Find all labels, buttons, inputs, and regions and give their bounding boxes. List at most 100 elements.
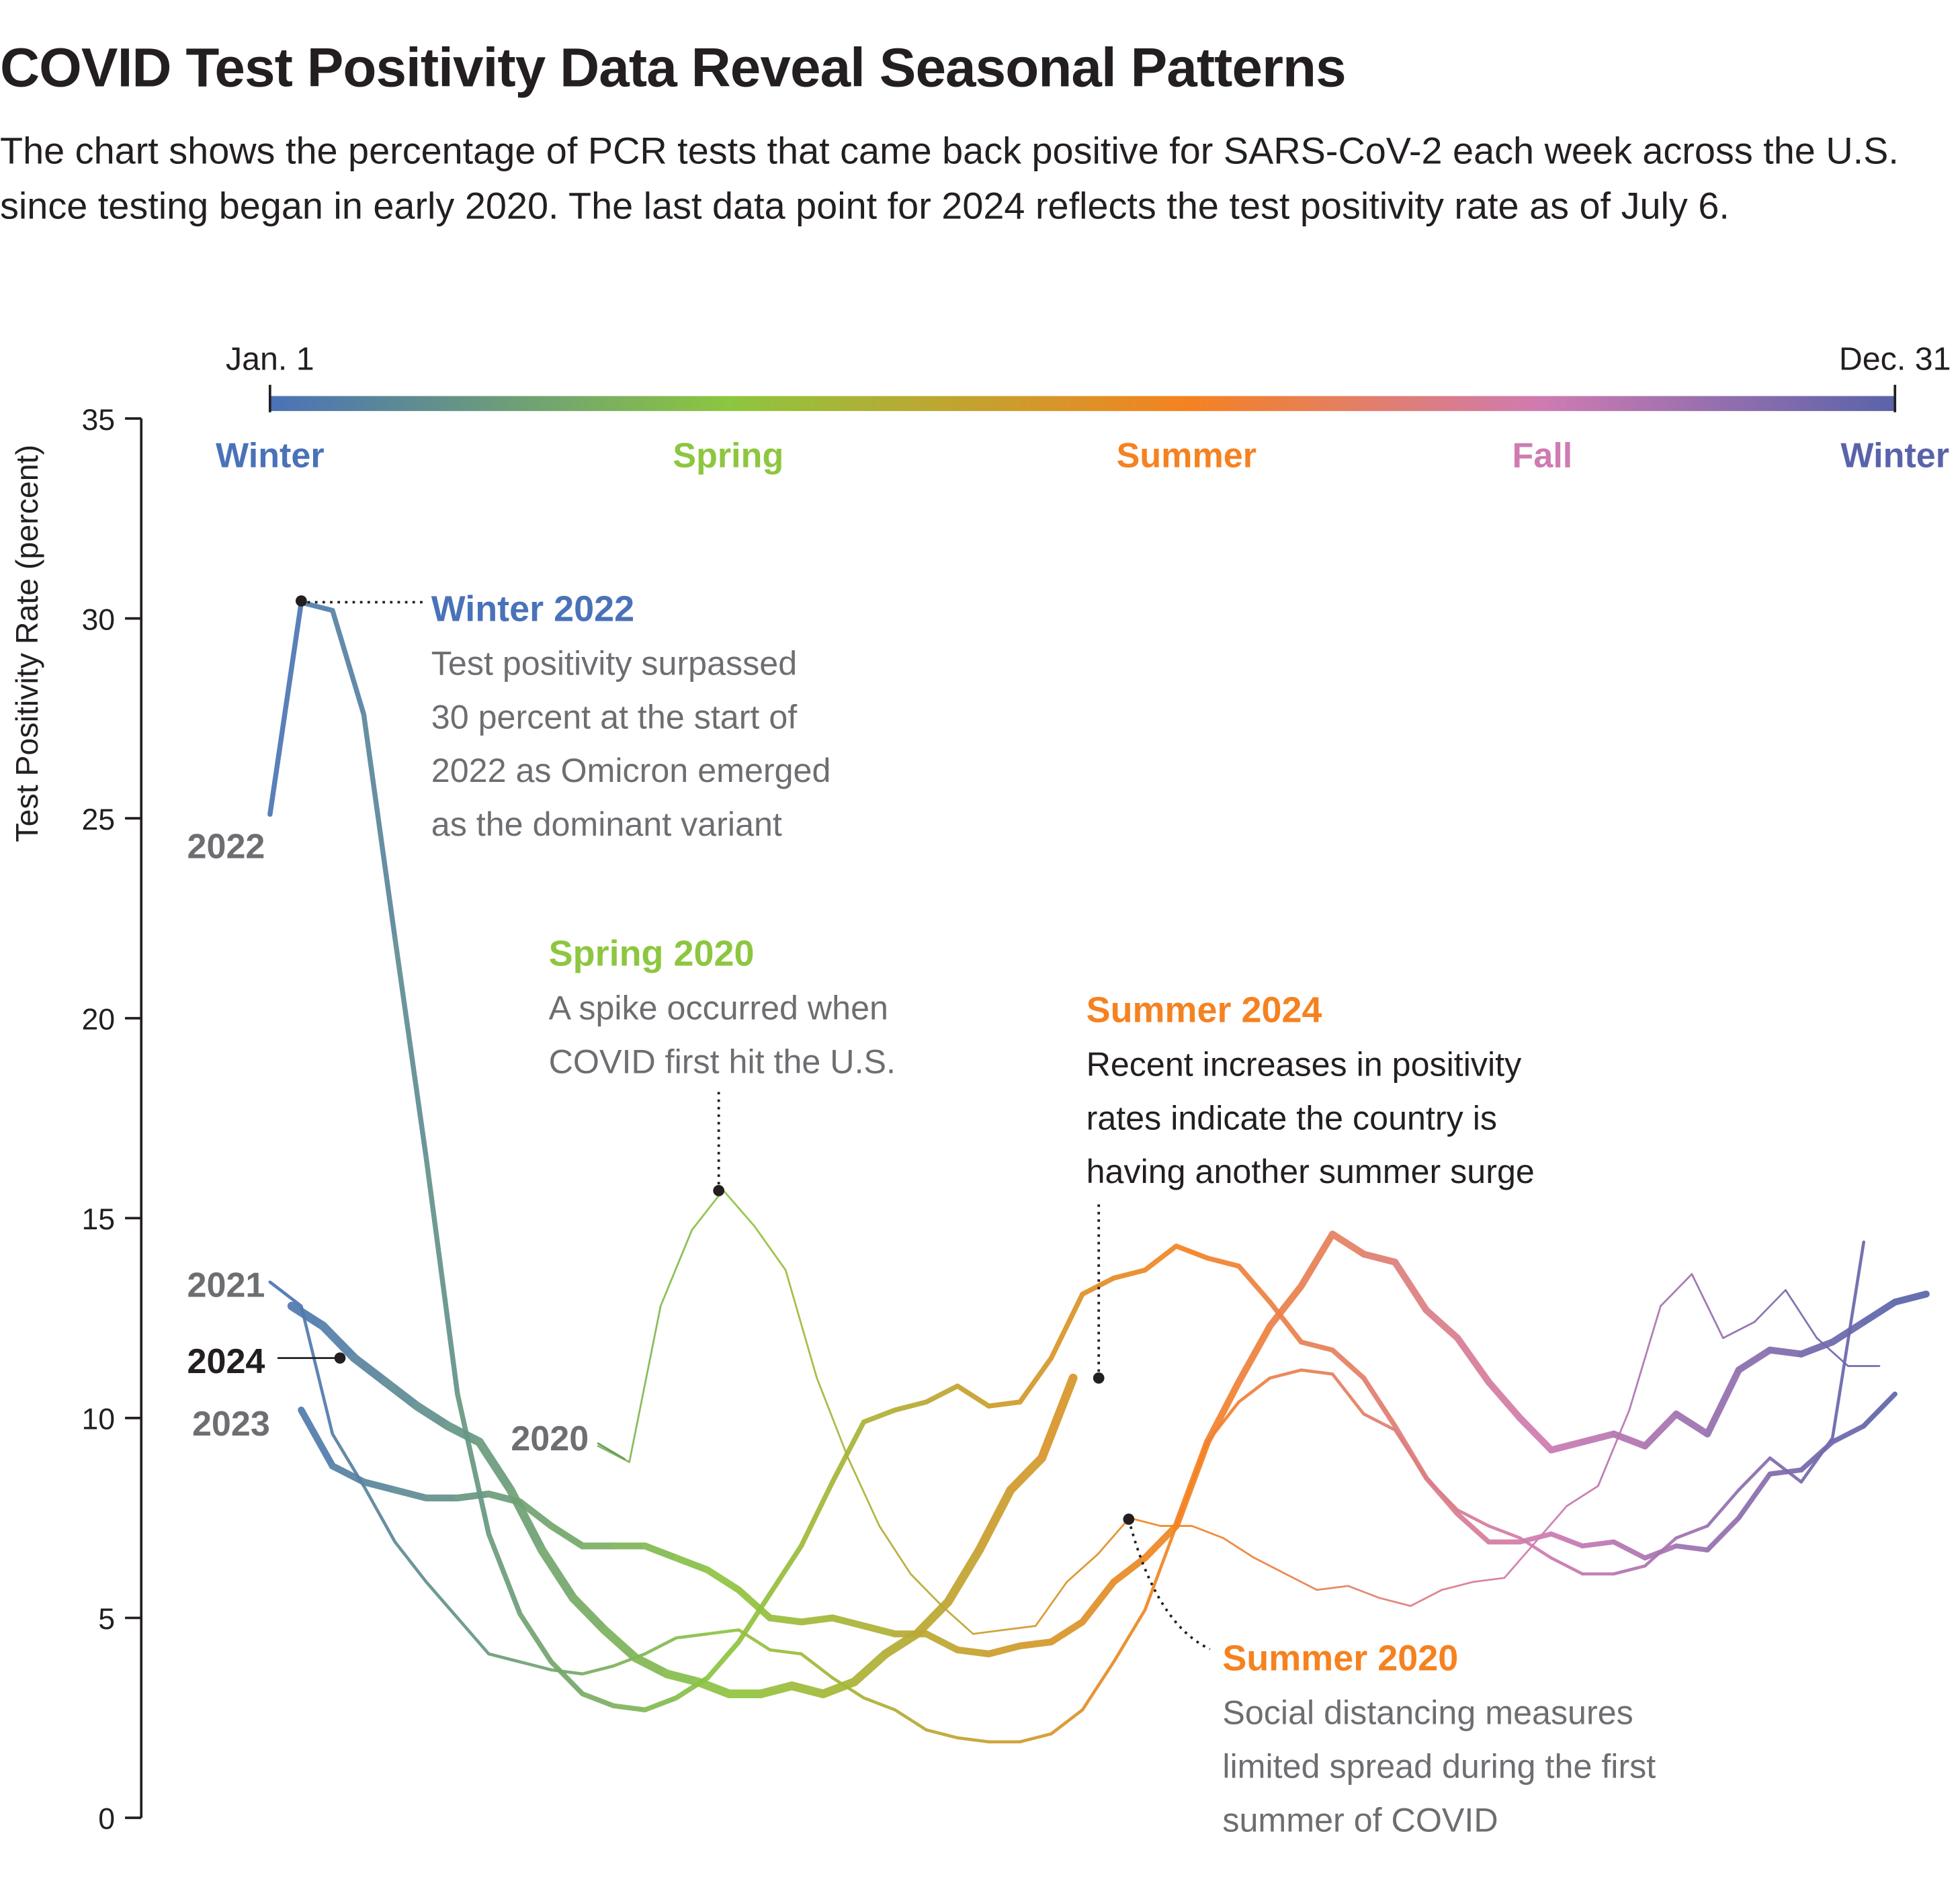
series-2024-segment	[1037, 1373, 1078, 1462]
season-label-spring: Spring	[673, 437, 783, 476]
series-2022-segment	[955, 1383, 992, 1409]
annotation-summer-2020: Summer 2020 Social distancing measures l…	[1222, 1638, 1656, 1839]
y-tick-label: 30	[82, 603, 116, 636]
series-2023-segment	[1672, 1410, 1711, 1438]
series-2023-segment	[1016, 1638, 1055, 1650]
series-2021-segment	[550, 1668, 585, 1676]
year-label-2024: 2024	[187, 1342, 265, 1381]
series-2022-segment	[1080, 1275, 1117, 1297]
series-2020-segment	[1191, 1525, 1224, 1539]
series-2022-segment	[923, 1383, 960, 1405]
series-2023-segment	[985, 1642, 1024, 1658]
y-tick-label: 25	[82, 803, 116, 836]
series-2021-segment	[581, 1664, 615, 1676]
annotation-line: 2022 as Omicron emerged	[431, 752, 831, 789]
series-2024-segment	[443, 1421, 484, 1447]
series-2022-segment	[423, 1155, 460, 1397]
series-2023-segment	[673, 1554, 712, 1574]
series-2021-segment	[518, 1660, 553, 1672]
series-2022-segment	[1517, 1531, 1554, 1545]
series-2020-segment	[1409, 1589, 1443, 1607]
series-2024-segment	[537, 1545, 578, 1603]
series-2021-segment	[1018, 1732, 1053, 1744]
annotation-line: summer of COVID	[1222, 1801, 1498, 1839]
series-2023-segment	[548, 1522, 587, 1550]
series-2020-segment	[1472, 1577, 1506, 1583]
series-2024-segment	[287, 1301, 328, 1331]
season-timeline-bar	[269, 396, 1895, 411]
spring-2020-dot	[713, 1185, 725, 1196]
series-2023-segment	[1110, 1554, 1149, 1585]
series-2023-segment	[1173, 1438, 1211, 1530]
series-2024-segment	[975, 1485, 1015, 1554]
series-2020-segment	[1503, 1540, 1537, 1579]
series-2022-segment	[1423, 1475, 1460, 1517]
series-2023	[298, 1230, 1930, 1658]
series-2021-segment	[706, 1628, 740, 1636]
series-2024-segment	[631, 1653, 671, 1679]
series-2020-segment	[1003, 1624, 1037, 1631]
series-2020-segment	[659, 1229, 693, 1307]
series-2021-segment	[1330, 1372, 1365, 1416]
y-tick-label: 10	[82, 1403, 116, 1436]
series-2020-segment	[1691, 1273, 1724, 1339]
series-2022-segment	[1330, 1347, 1367, 1381]
series-2021-segment	[1050, 1708, 1084, 1736]
series-2024-segment	[693, 1677, 734, 1699]
y-tick-label: 20	[82, 1003, 116, 1036]
series-2020-segment	[1566, 1485, 1599, 1507]
series-2023-segment	[1829, 1318, 1867, 1346]
series-2022-segment	[1611, 1539, 1648, 1561]
series-2020-segment	[1378, 1597, 1412, 1607]
series-2023-segment	[1360, 1250, 1399, 1266]
series-2023-segment	[1860, 1299, 1899, 1326]
series-2022-segment	[517, 1611, 554, 1665]
year-label-2020: 2020	[511, 1419, 589, 1458]
series-2021-segment	[1268, 1368, 1303, 1380]
series-2022-segment	[1111, 1267, 1148, 1281]
series-2023-segment	[1485, 1378, 1524, 1421]
series-2022-segment	[736, 1591, 773, 1644]
series-2020-segment	[1596, 1409, 1631, 1487]
series-2022-segment	[1173, 1243, 1210, 1261]
series-2022-segment	[1548, 1531, 1585, 1549]
y-axis-title: Test Positivity Rate (percent)	[9, 445, 44, 842]
season-label-winter: Winter	[216, 437, 325, 476]
series-2022-segment	[548, 1659, 585, 1697]
series-2022-segment	[642, 1695, 679, 1713]
series-2022-segment	[580, 1691, 617, 1709]
series-2023-segment	[1141, 1522, 1180, 1562]
year-label-2022: 2022	[187, 828, 265, 867]
series-2022-segment	[486, 1531, 523, 1617]
series-2024-segment	[568, 1593, 609, 1634]
y-tick-label: 15	[82, 1203, 116, 1236]
series-2021-segment	[1737, 1456, 1772, 1492]
series-2020-segment	[878, 1525, 912, 1575]
series-2020-segment	[753, 1225, 787, 1272]
series-2023-segment	[1391, 1258, 1430, 1314]
series-2023-segment	[798, 1614, 837, 1626]
series-2023-segment	[1328, 1230, 1367, 1258]
year-label-2021: 2021	[187, 1266, 265, 1305]
series-2020-segment	[1066, 1552, 1099, 1583]
series-2020-segment	[784, 1269, 818, 1379]
timeline-end-label: Dec. 31	[1839, 341, 1951, 378]
annotation-line: 30 percent at the start of	[431, 698, 798, 736]
series-2022-segment	[1455, 1511, 1492, 1545]
series-2021-segment	[1362, 1412, 1397, 1432]
series-2020-segment	[691, 1189, 724, 1231]
series-2022-segment	[1736, 1471, 1773, 1521]
series-2021-segment	[393, 1540, 428, 1584]
series-2021-segment	[925, 1728, 960, 1740]
series-2023-segment	[641, 1542, 680, 1562]
series-2023-segment	[860, 1622, 899, 1638]
series-2020-segment	[909, 1573, 943, 1607]
chart-subtitle: The chart shows the percentage of PCR te…	[0, 131, 1899, 228]
series-2023-segment	[1297, 1230, 1336, 1290]
series-2022-segment	[1298, 1339, 1335, 1353]
series-2021-segment	[1299, 1368, 1334, 1376]
series-2023-segment	[1766, 1346, 1805, 1358]
series-2023-segment	[1422, 1307, 1461, 1342]
annotation-summer-2024: Summer 2024 Recent increases in positivi…	[1086, 990, 1535, 1190]
